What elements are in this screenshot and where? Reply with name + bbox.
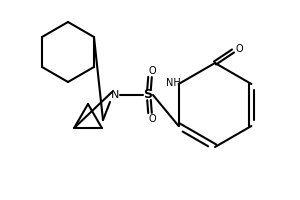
- Text: O: O: [148, 114, 156, 124]
- Text: S: S: [143, 88, 152, 102]
- Text: NH: NH: [166, 78, 181, 88]
- Text: N: N: [111, 90, 119, 100]
- Text: O: O: [235, 44, 243, 54]
- Text: O: O: [148, 66, 156, 76]
